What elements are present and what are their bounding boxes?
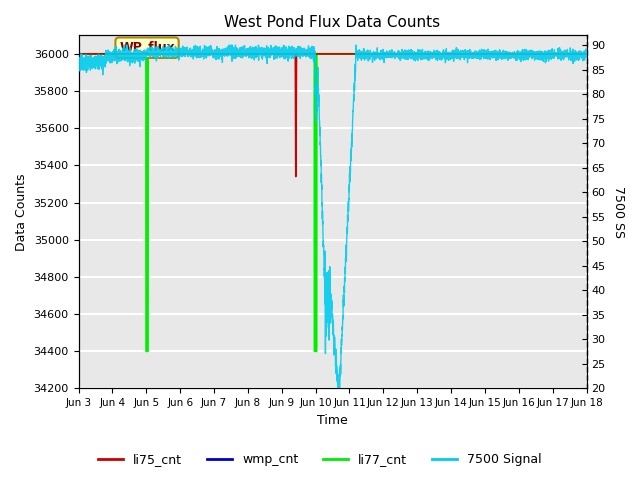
Y-axis label: 7500 SS: 7500 SS [612, 186, 625, 238]
Title: West Pond Flux Data Counts: West Pond Flux Data Counts [225, 15, 440, 30]
X-axis label: Time: Time [317, 414, 348, 427]
Text: WP_flux: WP_flux [119, 41, 175, 54]
Y-axis label: Data Counts: Data Counts [15, 173, 28, 251]
Legend: li75_cnt, wmp_cnt, li77_cnt, 7500 Signal: li75_cnt, wmp_cnt, li77_cnt, 7500 Signal [93, 448, 547, 471]
